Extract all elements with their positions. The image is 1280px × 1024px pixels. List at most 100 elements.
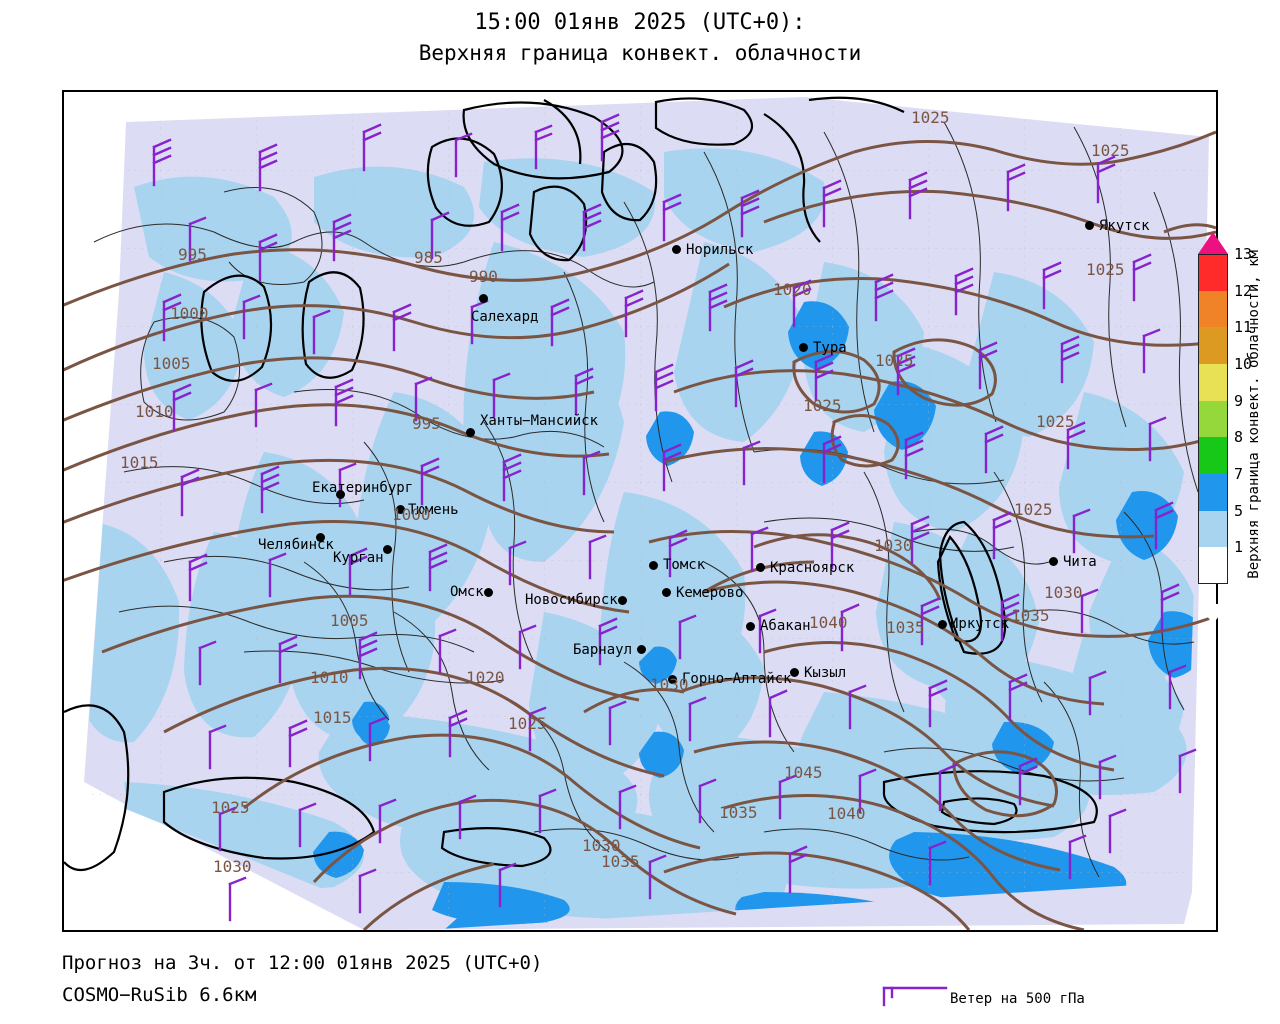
city-label: Кызыл — [804, 665, 847, 681]
colorbar-tick-label: 9 — [1234, 391, 1244, 410]
city-dot-icon — [662, 588, 671, 597]
colorbar-band — [1198, 364, 1228, 402]
isobar-label: 1030 — [650, 675, 689, 694]
city-dot-icon — [756, 563, 765, 572]
isobar-label: 1020 — [466, 668, 505, 687]
isobar-label: 1040 — [827, 804, 866, 823]
isobar-label: 1030 — [1044, 583, 1083, 602]
colorbar-under-arrow — [1198, 604, 1228, 624]
isobar-label: 1000 — [392, 505, 431, 524]
isobar-label: 995 — [178, 245, 207, 264]
wind-barb-legend-icon — [882, 986, 948, 1007]
city-label: Томск — [663, 557, 706, 573]
city-label: Иркутск — [950, 616, 1010, 632]
isobar-label: 1010 — [135, 402, 174, 421]
model-info: COSMO−RuSib 6.6км — [62, 984, 257, 1006]
isobar-label: 1035 — [601, 852, 640, 871]
colorbar-tick-label: 13 — [1234, 245, 1253, 263]
city-dot-icon — [383, 545, 392, 554]
isobar-label: 1030 — [874, 536, 913, 555]
isobar-label: 1035 — [886, 618, 925, 637]
city-label: Челябинск — [258, 537, 334, 553]
city-label: Чита — [1063, 554, 1097, 570]
isobar-label: 1025 — [1086, 260, 1125, 279]
isobar-label: 1025 — [211, 798, 250, 817]
isobar-label: 995 — [412, 414, 441, 433]
city-label: Кемерово — [676, 585, 744, 601]
admin-borders — [93, 121, 1199, 878]
city-dot-icon — [799, 343, 808, 352]
colorbar-tick-label: 8 — [1234, 428, 1244, 447]
colorbar-axis-title: Верхняя граница конвект. облачности, км — [1246, 250, 1262, 579]
city-dot-icon — [938, 620, 947, 629]
city-dot-icon — [746, 622, 755, 631]
colorbar-tick-label: 11 — [1234, 318, 1253, 337]
colorbar-band — [1198, 510, 1228, 548]
colorbar-bands — [1198, 254, 1228, 585]
isobar-labels-layer: 995 985 990 1000 1005 1010 995 1015 1025 1025 1025… — [64, 92, 1216, 930]
city-dot-icon — [484, 588, 493, 597]
map-frame[interactable]: Якутск Норильск Салехард Тура Ханты−Мансийск… — [62, 90, 1218, 932]
colorbar-band — [1198, 327, 1228, 365]
colorbar-band — [1198, 400, 1228, 438]
colorbar-over-arrow — [1198, 232, 1228, 254]
city-dot-icon — [668, 675, 677, 684]
colorbar-band — [1198, 254, 1228, 292]
city-label: Горно−Алтайск — [682, 671, 792, 687]
isobar-label: 1025 — [508, 714, 547, 733]
wind-barb-legend-label: Ветер на 500 гПа — [950, 991, 1085, 1007]
city-dot-icon — [1049, 557, 1058, 566]
city-dot-icon — [649, 561, 658, 570]
isobar-label: 1000 — [170, 304, 209, 323]
city-dot-icon — [479, 294, 488, 303]
isobar-label: 1035 — [719, 803, 758, 822]
city-label: Абакан — [760, 618, 811, 634]
city-label: Норильск — [686, 242, 754, 258]
isobar-label: 1025 — [1091, 141, 1130, 160]
colorbar-band — [1198, 474, 1228, 512]
city-dot-icon — [1085, 221, 1094, 230]
isobar-label: 1010 — [310, 668, 349, 687]
colorbar-outline — [1198, 254, 1228, 584]
city-label: Красноярск — [770, 560, 855, 576]
city-label: Салехард — [471, 309, 539, 325]
city-dot-icon — [396, 505, 405, 514]
city-label: Якутск — [1099, 218, 1150, 234]
isobar-label: 1015 — [120, 453, 159, 472]
colorbar-tick-label: 1 — [1234, 538, 1244, 557]
colorbar-band — [1198, 547, 1228, 585]
isobar-label: 1030 — [213, 857, 252, 876]
isobar-label: 1035 — [1011, 606, 1050, 625]
isobar-label: 1020 — [773, 280, 812, 299]
city-dot-icon — [336, 490, 345, 499]
colorbar-tick-label: 5 — [1234, 501, 1244, 520]
city-dot-icon — [618, 596, 627, 605]
city-label: Тюмень — [408, 502, 459, 518]
city-label: Барнаул — [573, 642, 633, 658]
city-dot-icon — [672, 245, 681, 254]
isobar-label: 1030 — [582, 836, 621, 855]
isobar-label: 1005 — [152, 354, 191, 373]
city-label: Омск — [450, 584, 484, 600]
cloud-top-fill — [84, 97, 1209, 930]
isobar-label: 990 — [469, 267, 498, 286]
city-dot-icon — [790, 668, 799, 677]
isobar-label: 1040 — [809, 613, 848, 632]
city-labels-layer: Якутск Норильск Салехард Тура Ханты−Мансийск… — [64, 92, 1216, 930]
wind-barbs — [152, 113, 1197, 922]
map-canvas — [64, 92, 1216, 930]
colorbar[interactable]: 13 12 11 10 9 8 7 5 1 — [1198, 232, 1252, 624]
city-label: Тура — [813, 340, 847, 356]
city-dot-icon — [466, 428, 475, 437]
title-field-name: Верхняя граница конвект. облачности — [418, 41, 862, 65]
isobar-label: 1025 — [875, 351, 914, 370]
isobar-label: 1025 — [1036, 412, 1075, 431]
city-label: Курган — [333, 550, 384, 566]
page-title: 15:00 01янв 2025 (UTC+0): Верхняя границ… — [0, 8, 1280, 68]
title-valid-time: 15:00 01янв 2025 (UTC+0): — [474, 10, 806, 35]
isobar-label: 1015 — [313, 708, 352, 727]
isobar-label: 1025 — [911, 108, 950, 127]
colorbar-band — [1198, 290, 1228, 328]
isobar-label: 1045 — [784, 763, 823, 782]
